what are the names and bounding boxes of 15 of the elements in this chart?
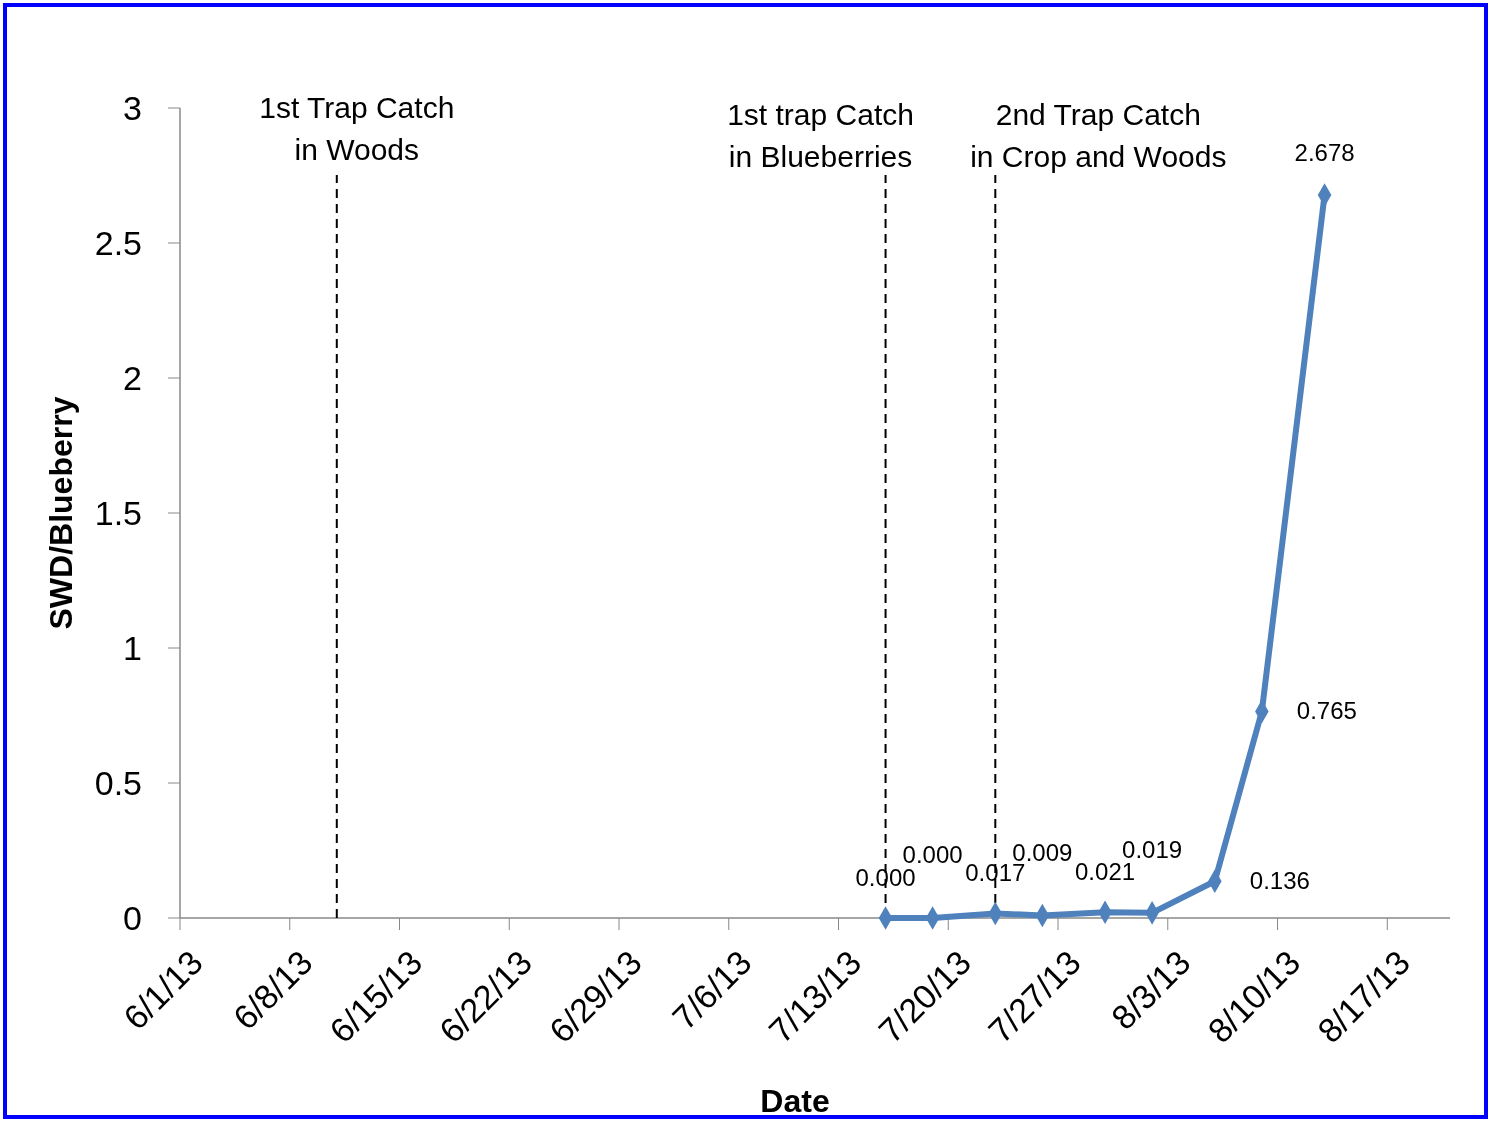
ref-line-label: 2nd Trap Catch in Crop and Woods bbox=[970, 98, 1227, 173]
ref-line-label: 1st Trap Catch in Woods bbox=[259, 91, 455, 166]
y-tick-label: 0.5 bbox=[94, 763, 142, 802]
y-tick-label: 2 bbox=[123, 358, 142, 397]
y-tick-label: 0 bbox=[123, 898, 142, 937]
y-tick-label: 1.5 bbox=[94, 493, 142, 532]
y-tick-label: 2.5 bbox=[94, 223, 142, 262]
y-axis-title: SWD/Blueberry bbox=[43, 396, 79, 630]
y-tick-label: 3 bbox=[123, 88, 142, 127]
data-label: 0.136 bbox=[1249, 867, 1310, 895]
ref-line-label: 1st trap Catch in Blueberries bbox=[727, 98, 914, 173]
data-label: 0.765 bbox=[1296, 697, 1357, 725]
y-tick-label: 1 bbox=[123, 628, 142, 667]
x-axis-title: Date bbox=[760, 1083, 830, 1119]
data-label: 2.678 bbox=[1294, 138, 1355, 166]
